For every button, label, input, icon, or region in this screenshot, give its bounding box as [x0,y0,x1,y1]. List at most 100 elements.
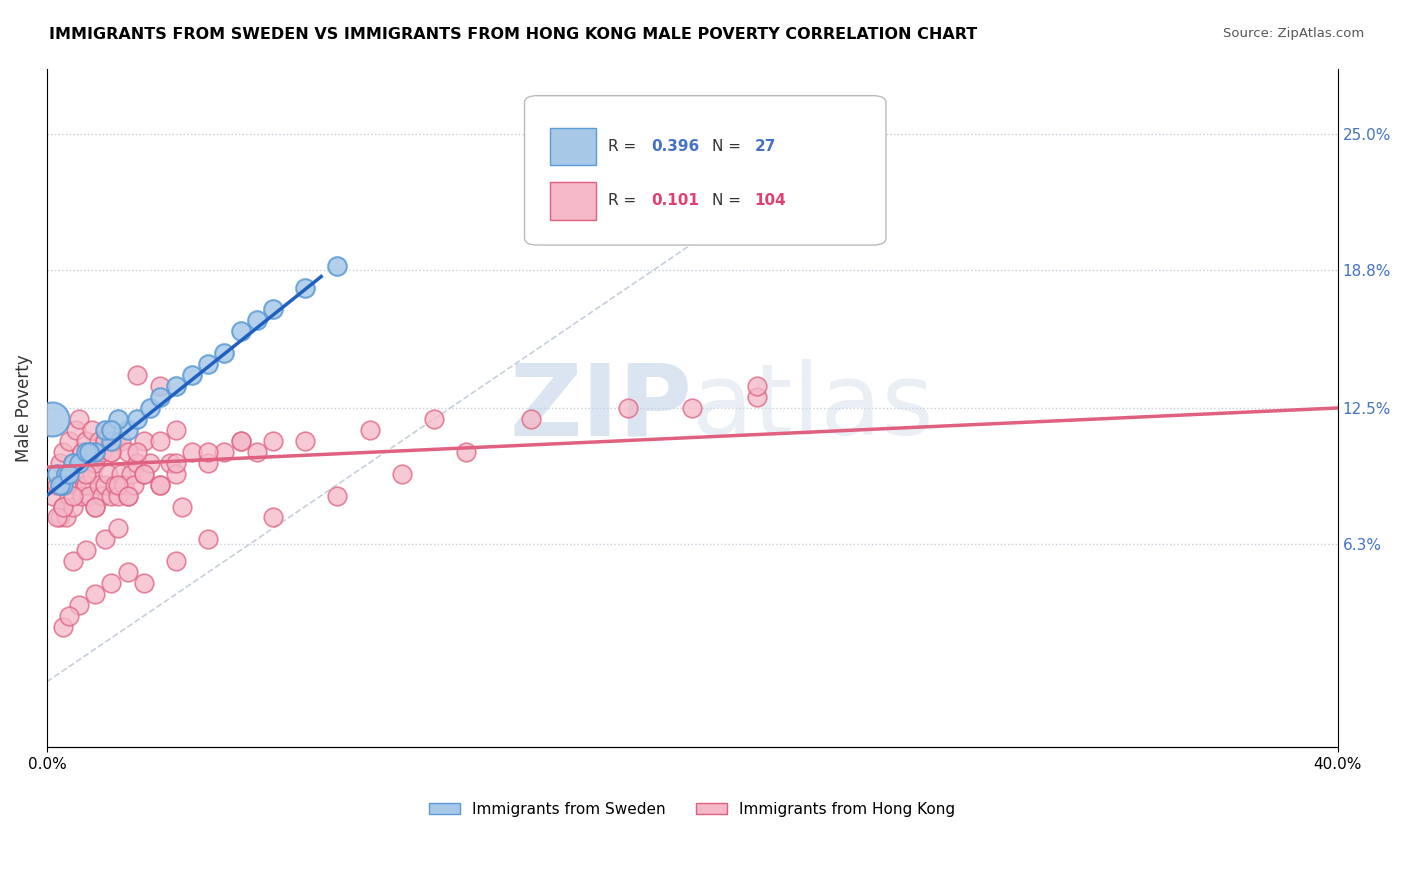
Point [262,302,284,317]
Point [117,489,139,503]
Legend: Immigrants from Sweden, Immigrants from Hong Kong: Immigrants from Sweden, Immigrants from … [423,796,962,823]
Point [520,412,543,426]
Point [110,467,132,481]
Point [181,368,204,383]
Point [132,576,155,591]
Point [65,423,87,437]
Point [132,467,155,481]
Point [139,401,162,415]
Point [127,412,149,426]
Point [165,554,187,568]
Point [229,434,252,448]
Point [94,477,117,491]
Point [94,533,117,547]
Point [41,412,63,426]
Point [197,533,219,547]
Point [294,434,316,448]
Point [745,390,768,404]
Text: IMMIGRANTS FROM SWEDEN VS IMMIGRANTS FROM HONG KONG MALE POVERTY CORRELATION CHA: IMMIGRANTS FROM SWEDEN VS IMMIGRANTS FRO… [49,27,977,42]
Point [149,477,172,491]
Point [159,456,181,470]
Point [165,467,187,481]
Point [107,489,129,503]
Text: R =: R = [609,139,641,154]
Point [52,620,75,634]
Point [117,423,139,437]
Point [90,444,112,458]
Point [67,412,90,426]
Text: 0.396: 0.396 [651,139,699,154]
Point [100,423,122,437]
Text: Source: ZipAtlas.com: Source: ZipAtlas.com [1223,27,1364,40]
Point [165,379,187,393]
Point [67,467,90,481]
Point [127,368,149,383]
Point [77,444,100,458]
Point [75,444,97,458]
Point [49,456,72,470]
Point [149,379,172,393]
Point [117,444,139,458]
Point [84,500,107,514]
Point [745,379,768,393]
Point [62,456,84,470]
Point [55,477,77,491]
Point [67,456,90,470]
Point [359,423,381,437]
Point [262,434,284,448]
Point [127,456,149,470]
Point [62,554,84,568]
Point [122,477,145,491]
Point [42,489,65,503]
Point [104,434,127,448]
Point [75,467,97,481]
Point [100,489,122,503]
Point [181,444,204,458]
Point [55,467,77,481]
Point [75,543,97,558]
Point [262,510,284,524]
Point [58,467,80,481]
Point [100,576,122,591]
Point [197,357,219,371]
Point [97,467,120,481]
Point [246,444,269,458]
Point [117,489,139,503]
Point [75,434,97,448]
Point [127,444,149,458]
Point [72,444,94,458]
Point [326,259,349,273]
Point [52,477,75,491]
Text: atlas: atlas [692,359,934,457]
Point [52,444,75,458]
Point [58,609,80,624]
Point [49,477,72,491]
Point [326,489,349,503]
Point [172,500,194,514]
Point [55,510,77,524]
Text: 0.101: 0.101 [651,194,699,209]
Point [52,500,75,514]
Point [100,444,122,458]
Point [132,467,155,481]
Point [229,324,252,338]
Point [107,412,129,426]
Point [112,477,135,491]
Point [165,423,187,437]
Point [65,477,87,491]
Point [84,500,107,514]
Point [110,434,132,448]
Point [94,434,117,448]
Point [77,489,100,503]
Point [87,434,110,448]
Point [84,587,107,601]
Point [617,401,640,415]
Point [90,489,112,503]
Point [100,444,122,458]
Text: R =: R = [609,194,641,209]
Point [84,444,107,458]
Point [62,500,84,514]
Point [197,456,219,470]
Point [58,434,80,448]
Text: 104: 104 [754,194,786,209]
